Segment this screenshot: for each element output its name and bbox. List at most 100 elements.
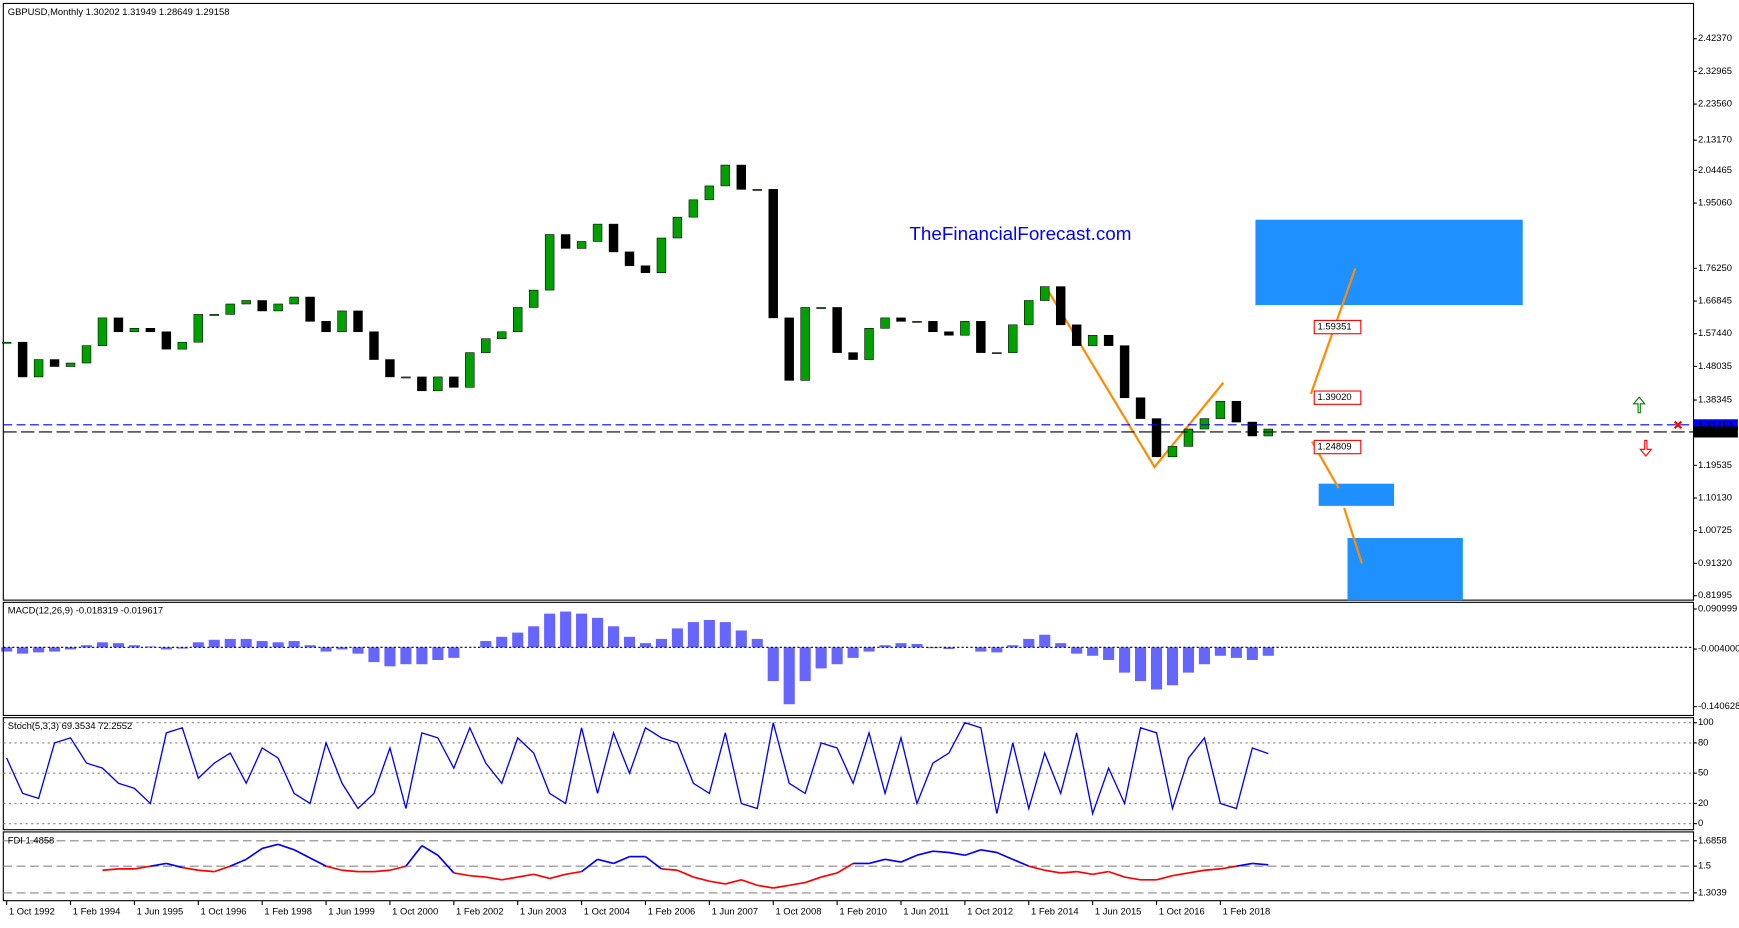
- candle: [1167, 446, 1178, 458]
- candle: [161, 331, 172, 350]
- line-segment: [709, 880, 726, 885]
- main-frame: [2, 2, 1695, 601]
- line-segment: [804, 876, 822, 884]
- line-segment: [405, 845, 423, 867]
- y-tick-label: 50: [1698, 767, 1708, 778]
- y-tick-label: 0.81995: [1698, 589, 1732, 600]
- candle: [1024, 300, 1034, 326]
- line-segment: [597, 858, 614, 865]
- histogram-bar: [687, 622, 699, 648]
- histogram-bar: [703, 619, 715, 648]
- histogram-bar: [1262, 647, 1274, 656]
- zigzag-line: [1047, 290, 1225, 469]
- line-segment: [613, 855, 630, 865]
- line-segment: [517, 873, 534, 878]
- candle: [784, 317, 794, 381]
- candle: [512, 307, 523, 333]
- line-segment: [1220, 865, 1237, 870]
- candle: [656, 237, 667, 274]
- line-segment: [725, 878, 742, 885]
- histogram-bar: [496, 636, 508, 648]
- line-segment: [198, 869, 215, 873]
- level-label: 1.39020: [1318, 391, 1352, 402]
- projection-line: [1343, 507, 1363, 564]
- histogram-bar: [799, 647, 811, 682]
- histogram-bar: [911, 643, 923, 648]
- candle: [640, 265, 651, 274]
- x-tick-label: 1 Oct 2008: [775, 905, 821, 916]
- candle: [1135, 397, 1146, 419]
- y-tick-label: 2.04465: [1698, 164, 1732, 175]
- line-segment: [1060, 870, 1077, 874]
- line-segment: [836, 862, 854, 874]
- x-tick-label: 1 Oct 2016: [1159, 905, 1205, 916]
- x-tick-label: 1 Feb 2018: [1223, 905, 1271, 916]
- histogram-bar: [112, 643, 124, 648]
- target-box: [1318, 483, 1395, 506]
- candle: [1103, 334, 1114, 346]
- line-segment: [373, 869, 391, 873]
- histogram-bar: [432, 647, 444, 660]
- x-tick-label: 1 Feb 2002: [456, 905, 504, 916]
- histogram-bar: [1214, 647, 1226, 656]
- histogram-bar: [1055, 643, 1067, 648]
- candle: [33, 359, 44, 378]
- line-segment: [916, 850, 934, 857]
- histogram-bar: [751, 638, 763, 648]
- histogram-bar: [1103, 647, 1115, 660]
- line-segment: [884, 858, 902, 863]
- line-segment: [1028, 865, 1045, 872]
- histogram-bar: [735, 630, 747, 648]
- histogram-bar: [895, 643, 907, 648]
- candle: [321, 321, 331, 333]
- histogram-bar: [943, 647, 955, 650]
- histogram-bar: [160, 647, 172, 650]
- histogram-bar: [368, 647, 380, 663]
- y-tick-label: 1.00725: [1698, 524, 1732, 535]
- projection-boxes: [1255, 219, 1523, 601]
- line-segment: [453, 872, 470, 877]
- candle: [960, 321, 970, 336]
- x-tick-label: 1 Jun 2007: [712, 905, 759, 916]
- histogram-bar: [592, 617, 604, 648]
- line-segment: [102, 868, 119, 872]
- x-tick-label: 1 Jun 2003: [520, 905, 567, 916]
- histogram-bar: [576, 613, 588, 648]
- indicator-label: MACD(12,26,9) -0.018319 -0.019617: [8, 605, 163, 616]
- candle: [1231, 400, 1242, 423]
- candle: [1247, 421, 1258, 437]
- line-segment: [1124, 876, 1141, 881]
- line-segment: [325, 865, 343, 872]
- histogram-bar: [671, 628, 683, 648]
- candle: [1151, 418, 1162, 458]
- histogram-bar: [1071, 647, 1083, 654]
- line-segment: [469, 874, 486, 878]
- histogram-bar: [176, 647, 188, 649]
- line-segment: [214, 865, 231, 873]
- line-segment: [581, 858, 599, 873]
- histogram-bar: [1023, 638, 1035, 648]
- close-mark: [1673, 420, 1683, 430]
- candle: [193, 314, 204, 343]
- histogram-bar: [991, 647, 1003, 653]
- histogram-bar: [336, 647, 348, 650]
- candle: [241, 300, 251, 305]
- candle: [1199, 418, 1210, 430]
- line-segment: [1108, 870, 1125, 878]
- line-segment: [421, 844, 439, 856]
- histogram-bar: [448, 647, 460, 658]
- y-tick-label: -0.004000: [1698, 643, 1739, 654]
- histogram-bar: [560, 611, 572, 648]
- line-segment: [565, 870, 582, 876]
- histogram-bar: [512, 632, 524, 648]
- line-segment: [1156, 874, 1173, 881]
- candle: [225, 303, 235, 315]
- candle: [944, 331, 954, 336]
- candle: [97, 317, 108, 346]
- line-segment: [644, 855, 662, 870]
- level-label: 1.59351: [1318, 321, 1352, 332]
- y-tick-label: 0.91320: [1698, 557, 1732, 568]
- line-segment: [980, 848, 997, 854]
- histogram-bar: [208, 639, 220, 648]
- candle: [576, 241, 587, 249]
